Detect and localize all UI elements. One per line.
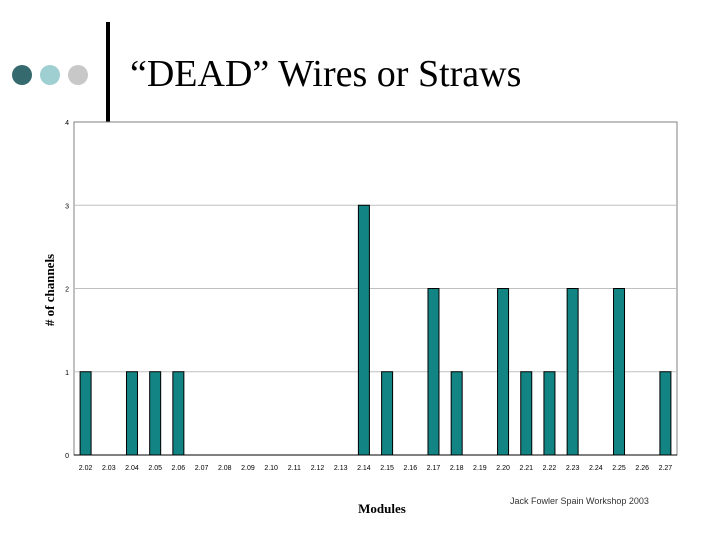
footer-text: Jack Fowler Spain Workshop 2003	[510, 496, 649, 506]
x-tick-label: 2.21	[519, 465, 533, 472]
bar-2.02	[79, 371, 92, 456]
x-tick-label: 2.15	[380, 465, 394, 472]
x-tick-label: 2.04	[125, 465, 139, 472]
x-tick-label: 2.02	[79, 465, 93, 472]
y-tick-label: 1	[65, 370, 69, 377]
bar-2.05	[149, 371, 162, 456]
slide-title: “DEAD” Wires or Straws	[130, 53, 522, 95]
bar-2.22	[543, 371, 556, 456]
x-tick-label: 2.17	[427, 465, 441, 472]
bar-2.06	[172, 371, 185, 456]
x-tick-label: 2.26	[635, 465, 649, 472]
bar-2.04	[125, 371, 138, 456]
x-tick-label: 2.16	[403, 465, 417, 472]
x-tick-label: 2.18	[450, 465, 464, 472]
bar-2.14	[357, 204, 370, 456]
x-tick-label: 2.23	[566, 465, 580, 472]
y-tick-label: 2	[65, 287, 69, 294]
bar-2.21	[520, 371, 533, 456]
bullet-dot-light	[40, 65, 60, 85]
y-axis-label: # of channels	[42, 254, 57, 326]
x-tick-label: 2.05	[148, 465, 162, 472]
x-tick-label: 2.25	[612, 465, 626, 472]
bar-2.20	[497, 288, 510, 456]
x-tick-label: 2.11	[288, 465, 301, 472]
bar-2.27	[659, 371, 672, 456]
x-tick-label: 2.20	[496, 465, 510, 472]
x-tick-label: 2.24	[589, 465, 603, 472]
x-tick-label: 2.14	[357, 465, 371, 472]
y-tick-label: 3	[65, 203, 69, 210]
x-tick-label: 2.22	[543, 465, 557, 472]
bar-2.15	[381, 371, 394, 456]
x-axis-label: Modules	[358, 501, 406, 516]
x-tick-label: 2.09	[241, 465, 255, 472]
x-tick-label: 2.03	[102, 465, 116, 472]
title-divider	[106, 22, 110, 122]
x-tick-label: 2.19	[473, 465, 487, 472]
x-tick-label: 2.13	[334, 465, 348, 472]
bar-2.25	[613, 288, 626, 456]
x-tick-label: 2.06	[172, 465, 186, 472]
x-tick-label: 2.07	[195, 465, 209, 472]
y-tick-label: 0	[65, 453, 69, 460]
x-tick-label: 2.27	[659, 465, 673, 472]
y-tick-label: 4	[65, 120, 69, 127]
bullet-dot-dark	[12, 65, 32, 85]
x-tick-label: 2.08	[218, 465, 232, 472]
bar-2.17	[427, 288, 440, 456]
bar-2.18	[450, 371, 463, 456]
x-tick-label: 2.12	[311, 465, 325, 472]
bullet-dot-gray	[68, 65, 88, 85]
bar-2.23	[566, 288, 579, 456]
x-tick-label: 2.10	[264, 465, 278, 472]
